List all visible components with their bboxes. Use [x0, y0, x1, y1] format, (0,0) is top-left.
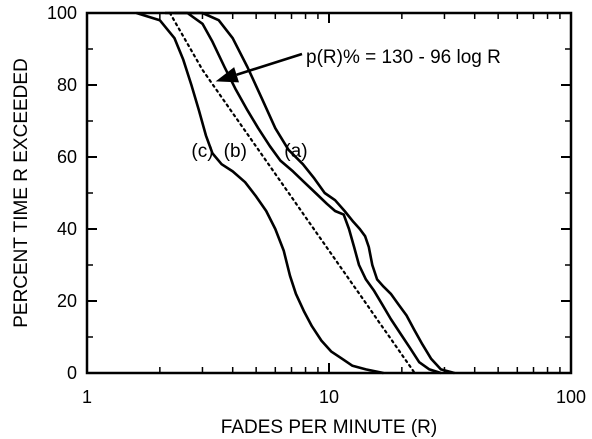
y-tick-label: 100 — [47, 3, 77, 23]
curve-label-a: (a) — [284, 141, 307, 162]
y-axis-title: PERCENT TIME R EXCEEDED — [11, 58, 32, 328]
annotation-arrow-shaft — [236, 52, 303, 76]
annotation-arrow — [215, 52, 303, 83]
annotation-arrow-head — [215, 67, 240, 83]
y-tick-label: 0 — [67, 363, 77, 383]
x-tick-label: 10 — [319, 387, 339, 407]
formula-annotation: p(R)% = 130 - 96 log R — [306, 47, 501, 68]
plot-area-frame — [85, 11, 573, 375]
series-line-a — [174, 11, 455, 375]
y-tick-label: 60 — [57, 147, 77, 167]
y-tick-label: 80 — [57, 75, 77, 95]
series-line-fit — [168, 11, 416, 375]
curve-label-b: (b) — [224, 141, 247, 162]
x-tick-label: 100 — [556, 387, 586, 407]
y-tick-label: 20 — [57, 291, 77, 311]
tick-labels: 0 20 40 60 80 100 1 10 100 — [47, 3, 586, 407]
curve-label-c: (c) — [191, 141, 213, 162]
series-line-c — [136, 11, 384, 375]
y-tick-label: 40 — [57, 219, 77, 239]
x-tick-label: 1 — [82, 387, 92, 407]
x-axis-title: FADES PER MINUTE (R) — [221, 417, 437, 438]
